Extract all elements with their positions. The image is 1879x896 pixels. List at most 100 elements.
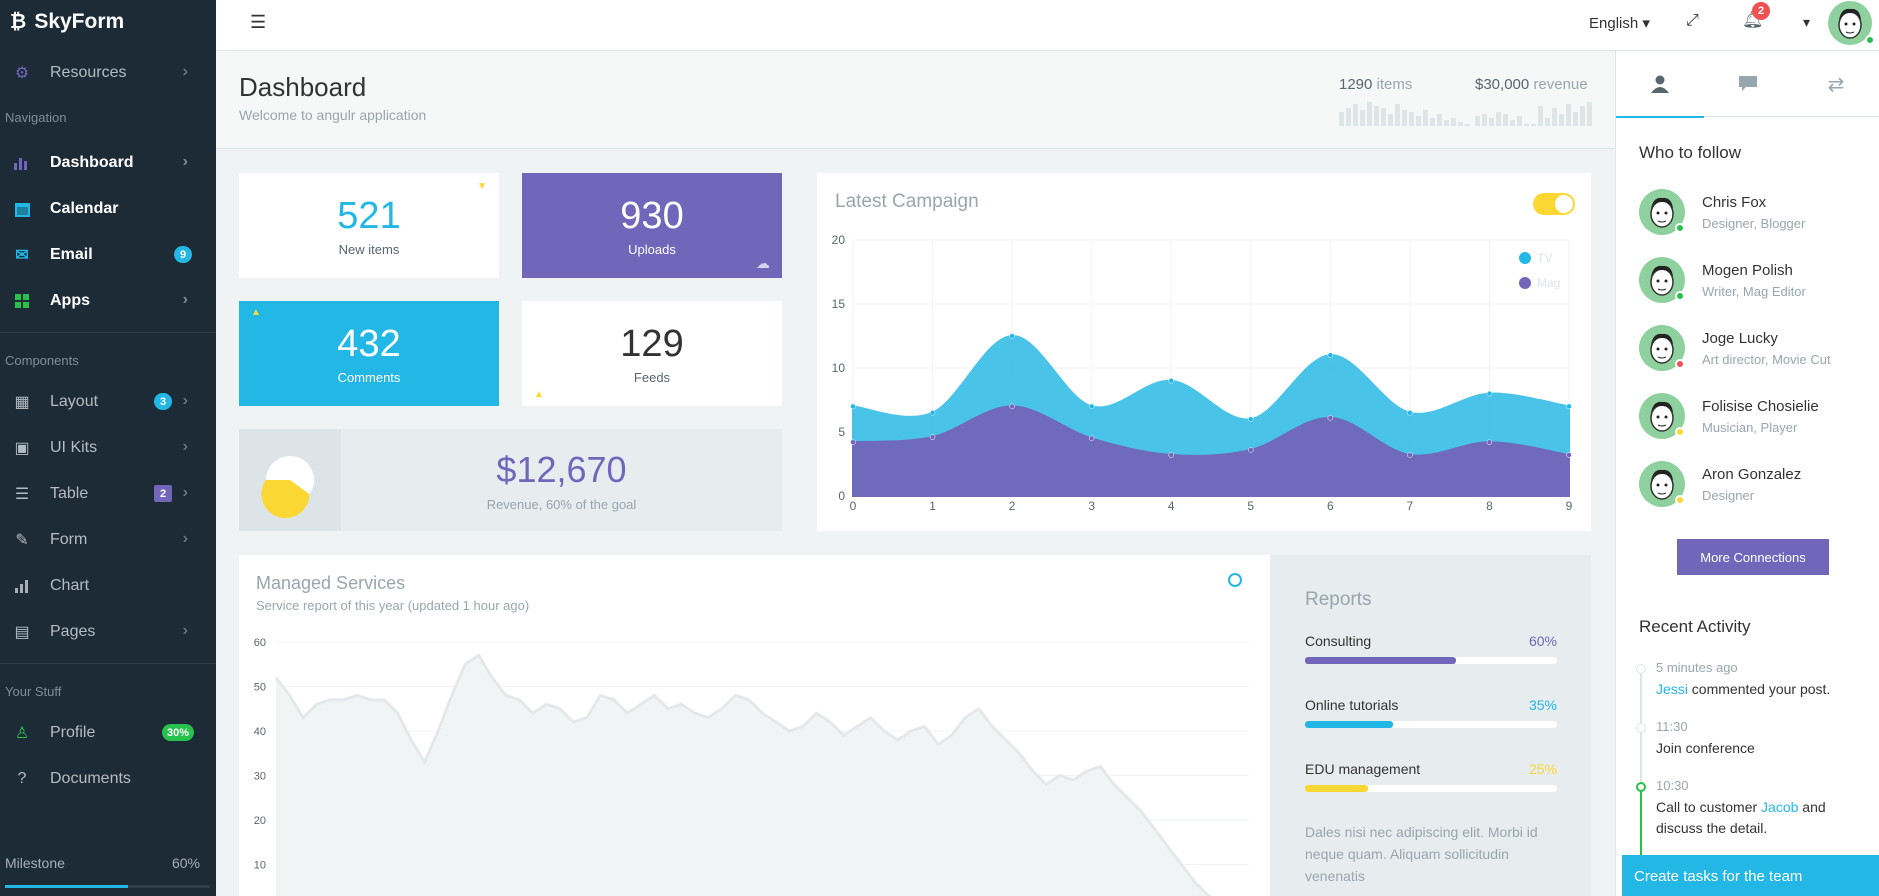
tab-messages[interactable]	[1704, 51, 1792, 117]
tile-feeds[interactable]: 129 Feeds ▲	[522, 301, 782, 406]
grid-icon	[12, 291, 32, 311]
caret-down-icon[interactable]: ▾	[1803, 14, 1811, 30]
activity-user-link[interactable]: Jessi	[1656, 681, 1688, 697]
create-tasks-button[interactable]: Create tasks for the team	[1622, 855, 1879, 896]
sparkline-bar	[1475, 116, 1480, 126]
data-point	[1088, 435, 1095, 442]
report-item: Consulting 60%	[1305, 633, 1557, 697]
reports-panel: Reports Consulting 60% Online tutorials 35%…	[1270, 555, 1591, 896]
sidebar-item-label: Layout	[50, 393, 99, 410]
brand[interactable]: ₿ SkyForm	[0, 0, 216, 44]
follow-item[interactable]: Joge Lucky Art director, Movie Cut	[1639, 325, 1831, 371]
chevron-right-icon: ›	[182, 438, 188, 455]
follow-item[interactable]: Mogen Polish Writer, Mag Editor	[1639, 257, 1806, 303]
person-name[interactable]: Aron Gonzalez	[1702, 465, 1802, 483]
sidebar-item-apps[interactable]: Apps ›	[0, 278, 216, 324]
refresh-circle-icon[interactable]	[1228, 573, 1242, 587]
sidebar-item-layout[interactable]: ▦ Layout 3 ›	[0, 379, 216, 425]
revenue-stat: $30,000 revenue	[1475, 76, 1588, 93]
fullscreen-icon[interactable]: ⤢	[1686, 12, 1699, 29]
data-point	[1248, 447, 1254, 453]
follow-item[interactable]: Folisise Chosielie Musician, Player	[1639, 393, 1819, 439]
sparkline-bar	[1346, 108, 1351, 126]
y-tick-label: 30	[254, 771, 266, 783]
email-icon: ✉	[15, 247, 29, 264]
campaign-toggle[interactable]	[1533, 193, 1575, 215]
revenue-label: revenue	[1533, 76, 1588, 93]
sparkline-bar	[1465, 124, 1470, 126]
status-dot	[1675, 359, 1685, 369]
person-role: Art director, Movie Cut	[1702, 351, 1831, 367]
tile-uploads[interactable]: 930 Uploads ☁	[522, 173, 782, 278]
follow-item[interactable]: Chris Fox Designer, Blogger	[1639, 189, 1805, 235]
sidebar-item-form[interactable]: ✎ Form ›	[0, 517, 216, 563]
bar-chart-icon	[12, 153, 32, 173]
avatar	[1639, 461, 1685, 507]
sparkline-bar	[1482, 114, 1487, 126]
sidebar-item-table[interactable]: ☰ Table 2 ›	[0, 471, 216, 517]
sidebar-item-label: Table	[50, 485, 89, 502]
report-label: EDU management	[1305, 761, 1421, 777]
data-point	[1248, 416, 1254, 422]
data-point	[1486, 390, 1493, 397]
list-icon: ☰	[14, 486, 30, 503]
sidebar-item-email[interactable]: ✉ Email 9	[0, 232, 216, 278]
language-select[interactable]: English ▾	[1589, 14, 1650, 32]
tile-comments[interactable]: ▲ 432 Comments	[239, 301, 499, 406]
sparkline-bar	[1531, 124, 1536, 126]
tab-users[interactable]	[1616, 51, 1704, 118]
language-label: English	[1589, 15, 1639, 32]
who-to-follow-title: Who to follow	[1639, 143, 1742, 162]
person-role: Designer, Blogger	[1702, 215, 1806, 231]
sparkline-bar	[1395, 104, 1400, 126]
sidebar-item-profile[interactable]: ♙ Profile 30%	[0, 710, 216, 756]
person-name[interactable]: Chris Fox	[1702, 193, 1767, 211]
more-connections-button[interactable]: More Connections	[1677, 539, 1829, 575]
sidebar-item-dashboard[interactable]: Dashboard ›	[0, 140, 216, 186]
sparkline-bar	[1517, 116, 1522, 126]
sparkline-bar	[1587, 102, 1592, 126]
data-point	[1327, 352, 1334, 358]
sparkline-bar	[1580, 106, 1585, 126]
chevron-right-icon: ›	[182, 622, 188, 639]
chevron-right-icon: ›	[182, 484, 188, 501]
sidebar-item-chart[interactable]: Chart	[0, 563, 216, 609]
person-name[interactable]: Folisise Chosielie	[1702, 397, 1819, 415]
sparkline-bar	[1538, 106, 1543, 126]
sidebar-item-calendar[interactable]: Calendar	[0, 186, 216, 232]
sidebar-item-documents[interactable]: ? Documents	[0, 756, 216, 802]
services-subtitle: Service report of this year (updated 1 h…	[256, 598, 530, 613]
report-bar-fill	[1305, 657, 1457, 664]
person-name[interactable]: Joge Lucky	[1702, 329, 1778, 347]
tab-exchange[interactable]: ⇄	[1792, 51, 1879, 117]
reports-list: Consulting 60% Online tutorials 35% EDU mana…	[1305, 633, 1557, 825]
sidebar-item-ui-kits[interactable]: ▣ UI Kits ›	[0, 425, 216, 471]
menu-toggle-icon[interactable]: ☰	[250, 12, 267, 32]
y-tick-label: 10	[254, 860, 266, 872]
timeline-dot-active	[1636, 782, 1646, 792]
sidebar-item-pages[interactable]: ▤ Pages ›	[0, 609, 216, 655]
y-tick-label: 50	[254, 682, 266, 694]
user-avatar[interactable]	[1827, 0, 1875, 49]
activity-user-link[interactable]: Jacob	[1761, 799, 1799, 815]
tile-new-items[interactable]: ▼ 521 New items	[239, 173, 499, 278]
page-title: Dashboard	[239, 72, 367, 102]
sidebar-item-resources[interactable]: ⚙ Resources ›	[0, 50, 216, 96]
person-name[interactable]: Mogen Polish	[1702, 261, 1793, 279]
items-label: items	[1376, 76, 1413, 93]
x-tick-label: 2	[1009, 499, 1016, 513]
sparkline-bar	[1402, 110, 1407, 126]
items-sparkline	[1339, 100, 1470, 126]
sidebar-item-label: UI Kits	[50, 439, 98, 456]
right-tabs: ⇄	[1616, 51, 1879, 118]
avatar	[1639, 393, 1685, 439]
data-point	[850, 439, 856, 445]
tile-value: 521	[337, 195, 401, 237]
follow-item[interactable]: Aron Gonzalez Designer	[1639, 461, 1801, 507]
caret-down-icon: ▾	[1642, 15, 1650, 32]
legend-label: Mag	[1537, 276, 1560, 290]
x-tick-label: 1	[929, 499, 936, 513]
sparkline-bar	[1423, 110, 1428, 126]
tile-value: 930	[620, 195, 684, 237]
recent-activity-title: Recent Activity	[1639, 617, 1751, 636]
